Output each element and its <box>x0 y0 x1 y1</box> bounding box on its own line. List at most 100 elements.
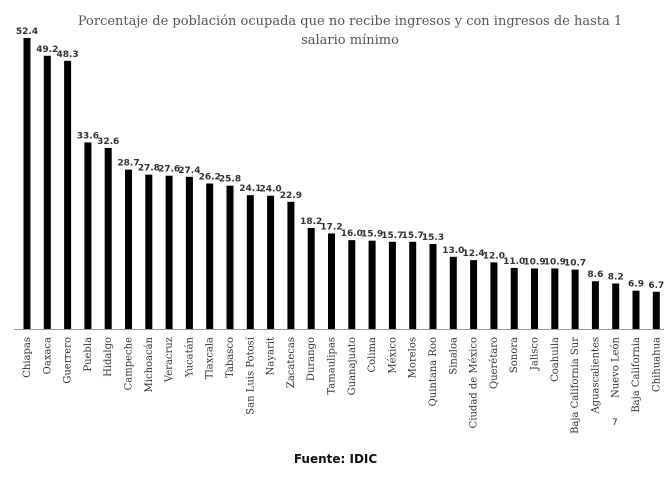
data-label: 24.1 <box>239 184 261 194</box>
category-label: Campeche <box>124 337 135 390</box>
data-label: 10.7 <box>564 259 586 269</box>
bar <box>84 142 92 329</box>
data-label: 12.4 <box>462 249 484 259</box>
data-label: 25.8 <box>219 175 241 185</box>
data-label: 49.2 <box>36 45 58 55</box>
bar <box>185 176 193 329</box>
data-label: 27.6 <box>158 165 180 175</box>
data-label: 10.9 <box>544 257 566 267</box>
data-label: 22.9 <box>280 191 302 201</box>
bar <box>206 183 214 329</box>
data-label: 48.3 <box>56 50 78 60</box>
data-label: 28.7 <box>117 159 139 169</box>
bar <box>510 267 518 329</box>
bar <box>348 240 356 329</box>
category-label: Quintana Roo <box>428 337 439 406</box>
bar <box>368 240 376 329</box>
category-label: Sonora <box>509 337 520 373</box>
source-note: Fuente: IDIC <box>293 452 378 466</box>
data-label: 17.2 <box>320 222 342 232</box>
chart-title: Porcentaje de población ocupada que no r… <box>77 14 623 48</box>
bar <box>307 227 315 329</box>
bar <box>23 38 31 329</box>
data-label: 8.2 <box>608 272 624 282</box>
bar <box>43 55 51 329</box>
data-label: 16.0 <box>341 229 363 239</box>
data-label: 8.6 <box>587 270 603 280</box>
category-label: Morelos <box>408 337 419 378</box>
category-label: Ciudad de México <box>469 337 480 428</box>
data-label: 18.2 <box>300 217 322 227</box>
data-label: 52.4 <box>16 27 38 37</box>
category-label: Baja California Sur <box>570 337 581 434</box>
category-label: Nuevo León <box>611 336 622 398</box>
bar <box>287 201 295 329</box>
data-label: 27.4 <box>178 166 200 176</box>
data-label: 10.9 <box>523 257 545 267</box>
category-label: Tlaxcala <box>205 337 216 379</box>
bar <box>652 291 660 329</box>
data-label: 15.9 <box>361 230 383 240</box>
data-label: 24.0 <box>259 185 281 195</box>
bar <box>409 241 417 329</box>
category-label: Guanajuato <box>347 337 358 395</box>
bar <box>470 260 478 329</box>
bar <box>328 233 335 329</box>
category-label: San Luis Potosí <box>245 336 256 415</box>
category-label: Chiapas <box>22 337 33 378</box>
category-label: Tamaulipas <box>327 337 338 395</box>
bar <box>449 256 457 329</box>
bar <box>551 268 559 329</box>
data-label: 13.0 <box>442 246 464 256</box>
category-label: Oaxaca <box>42 337 53 374</box>
category-label: Veracruz <box>164 337 175 383</box>
bar <box>165 175 173 329</box>
category-label: Zacatecas <box>286 337 297 388</box>
bar <box>531 268 538 329</box>
data-label: 6.7 <box>648 281 664 291</box>
data-label: 33.6 <box>77 131 99 141</box>
bar <box>591 281 599 329</box>
category-label: Puebla <box>83 337 94 372</box>
bar <box>267 195 275 329</box>
bar <box>64 60 72 330</box>
bar <box>388 241 396 329</box>
data-label: 6.9 <box>628 280 644 290</box>
data-label: 26.2 <box>199 173 221 183</box>
bar <box>125 169 132 329</box>
stray-mark: 7 <box>612 418 618 428</box>
bar <box>246 195 254 329</box>
bar <box>104 147 112 329</box>
category-label: Colima <box>367 337 378 373</box>
bar <box>226 185 234 329</box>
category-label: Aguascalientes <box>590 337 601 415</box>
bar <box>571 269 579 329</box>
bar <box>490 262 498 329</box>
bar <box>612 283 620 329</box>
category-label: Durango <box>306 337 317 381</box>
category-label: Michoacán <box>144 336 155 392</box>
category-label: Sinaloa <box>448 337 459 375</box>
data-label: 15.7 <box>381 231 403 241</box>
category-label: Baja California <box>631 337 642 413</box>
data-label: 12.0 <box>483 251 505 261</box>
bar <box>429 244 437 329</box>
data-label: 15.7 <box>402 231 424 241</box>
category-label: Guerrero <box>63 337 74 384</box>
category-label: Tabasco <box>225 337 236 378</box>
category-label: Yucatán <box>184 336 195 378</box>
category-label: México <box>387 337 398 374</box>
data-label: 15.3 <box>422 233 444 243</box>
category-label: Jalisco <box>530 337 541 371</box>
category-label: Chihuahua <box>651 337 662 392</box>
data-label: 11.0 <box>503 257 525 267</box>
category-label: Querétaro <box>489 337 500 389</box>
data-label: 32.6 <box>97 137 119 147</box>
category-label: Hidalgo <box>103 337 114 377</box>
category-label: Coahuila <box>550 337 561 382</box>
bar <box>145 174 153 329</box>
bar <box>632 290 640 329</box>
data-label: 27.8 <box>138 164 160 174</box>
